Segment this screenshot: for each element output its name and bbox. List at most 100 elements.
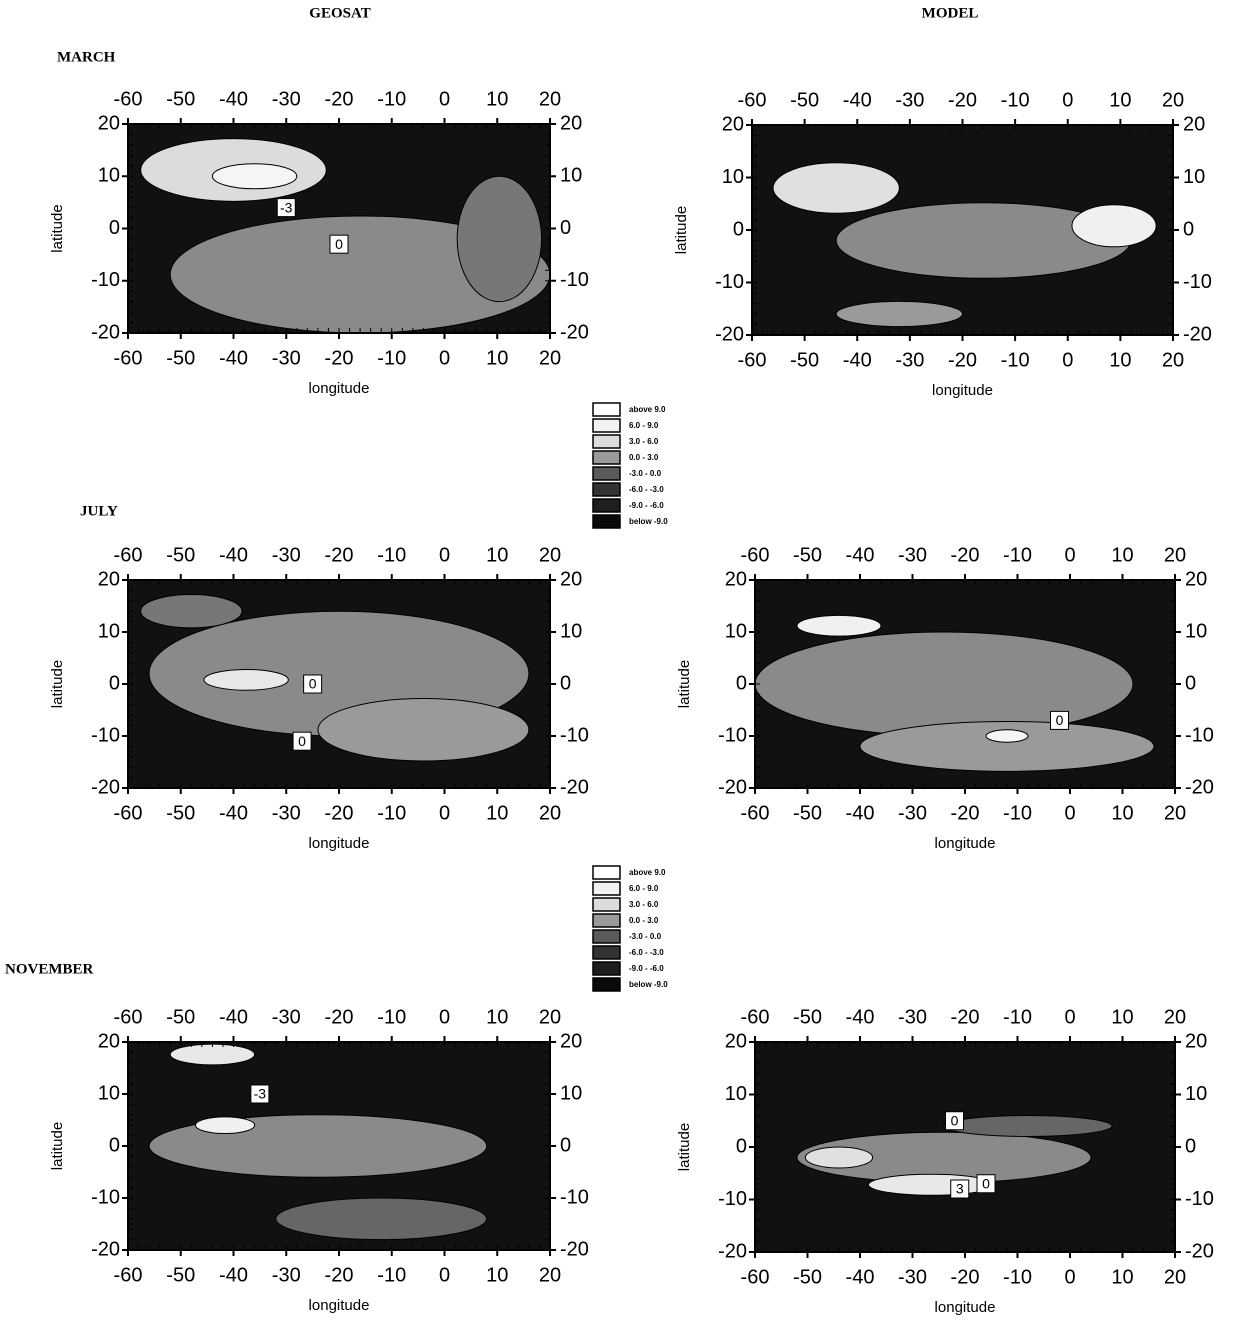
legend-label: -9.0 - -6.0	[629, 501, 664, 510]
x-tick-label: 0	[439, 1264, 450, 1286]
x-tick-label: 10	[1111, 1266, 1133, 1288]
y-tick-label: 20	[1185, 568, 1207, 590]
contour-label: 0	[309, 676, 317, 692]
y-tick-label: -10	[91, 269, 120, 291]
x-tick-label: -40	[219, 544, 248, 566]
x-tick-label: -30	[898, 544, 927, 566]
legend-label: 6.0 - 9.0	[629, 884, 659, 893]
x-tick-label: -20	[325, 802, 354, 824]
shade-region	[211, 163, 298, 190]
legend-label: -6.0 - -3.0	[629, 948, 664, 957]
x-tick-label: -10	[1001, 89, 1030, 111]
legend-swatch	[592, 466, 621, 481]
contour-label-box	[945, 1111, 964, 1131]
x-tick-label: 20	[1164, 544, 1186, 566]
x-tick-label: -50	[166, 544, 195, 566]
x-tick-label: 10	[486, 88, 508, 110]
y-axis-label: latitude	[49, 660, 66, 708]
legend-label: 6.0 - 9.0	[629, 421, 659, 430]
x-tick-label: 10	[486, 544, 508, 566]
y-tick-label: 20	[560, 1030, 582, 1052]
x-tick-label: -20	[325, 1006, 354, 1028]
y-tick-label: 10	[722, 166, 744, 188]
contour-label: 3	[956, 1181, 964, 1197]
x-tick-label: -40	[843, 89, 872, 111]
y-tick-label: -10	[718, 1188, 747, 1210]
y-tick-label: 0	[560, 1134, 571, 1156]
y-tick-label: 20	[560, 112, 582, 134]
y-axis-label: latitude	[49, 1122, 66, 1170]
y-tick-label: 10	[98, 1082, 120, 1104]
x-tick-label: -60	[114, 1264, 143, 1286]
column-title: MODEL	[922, 5, 979, 21]
shade-region	[867, 1173, 995, 1196]
y-tick-label: 10	[98, 620, 120, 642]
y-tick-label: 0	[109, 1134, 120, 1156]
y-tick-label: -10	[1185, 1188, 1214, 1210]
x-axis-label: longitude	[935, 835, 996, 852]
x-tick-label: 0	[1064, 544, 1075, 566]
x-tick-label: 10	[486, 347, 508, 369]
y-tick-label: -20	[560, 1238, 589, 1260]
x-tick-label: 0	[439, 347, 450, 369]
contour-label: -3	[254, 1086, 267, 1102]
x-tick-label: -10	[1003, 1266, 1032, 1288]
y-tick-label: -20	[718, 776, 747, 798]
legend-swatch	[592, 865, 621, 880]
y-tick-label: 20	[98, 1030, 120, 1052]
x-tick-label: 20	[539, 1264, 561, 1286]
shade-region	[456, 175, 543, 303]
x-tick-label: -20	[325, 544, 354, 566]
x-tick-label: -50	[793, 1266, 822, 1288]
y-tick-label: 0	[736, 672, 747, 694]
x-tick-label: -10	[1001, 349, 1030, 371]
y-tick-label: 20	[1183, 113, 1205, 135]
x-tick-label: -30	[895, 89, 924, 111]
x-tick-label: -20	[951, 802, 980, 824]
y-tick-label: 10	[725, 1083, 747, 1105]
y-tick-label: -10	[718, 724, 747, 746]
x-tick-label: 0	[1062, 349, 1073, 371]
contour-label-box	[292, 731, 312, 751]
legend-label: -3.0 - 0.0	[629, 469, 662, 478]
y-tick-label: -20	[1185, 776, 1214, 798]
x-tick-label: 10	[1111, 802, 1133, 824]
y-tick-label: 10	[98, 165, 120, 187]
x-tick-label: -10	[377, 1264, 406, 1286]
legend-swatch	[592, 498, 621, 513]
x-axis-label: longitude	[309, 380, 370, 397]
x-tick-label: 0	[439, 544, 450, 566]
shade-region	[1071, 204, 1157, 248]
y-tick-label: -20	[715, 323, 744, 345]
x-tick-label: -60	[741, 802, 770, 824]
row-title: JULY	[80, 503, 118, 519]
x-tick-label: -10	[1003, 544, 1032, 566]
x-tick-label: 20	[1164, 1006, 1186, 1028]
legend-label: 3.0 - 6.0	[629, 900, 659, 909]
row-title: NOVEMBER	[5, 961, 94, 977]
legend-swatch	[592, 418, 621, 433]
x-tick-label: -50	[166, 347, 195, 369]
x-tick-label: -60	[114, 347, 143, 369]
y-tick-label: -10	[1183, 271, 1212, 293]
y-tick-label: -10	[91, 1186, 120, 1208]
x-tick-label: -60	[114, 544, 143, 566]
y-tick-label: 10	[560, 165, 582, 187]
y-tick-label: 0	[1185, 1135, 1196, 1157]
x-tick-label: -10	[377, 1006, 406, 1028]
shade-region	[203, 668, 289, 691]
legend-label: below -9.0	[629, 517, 668, 526]
x-tick-label: -40	[219, 802, 248, 824]
legend-label: below -9.0	[629, 980, 668, 989]
x-tick-label: -50	[790, 89, 819, 111]
legend-swatch	[592, 402, 621, 417]
x-tick-label: -50	[793, 544, 822, 566]
shade-region	[275, 1197, 488, 1241]
contour-label: 0	[335, 236, 343, 252]
shade-region	[169, 1043, 256, 1066]
legend-swatch	[592, 514, 621, 529]
y-tick-label: 0	[109, 672, 120, 694]
x-tick-label: -60	[114, 802, 143, 824]
y-tick-label: -20	[718, 1240, 747, 1262]
shade-region	[985, 729, 1029, 743]
